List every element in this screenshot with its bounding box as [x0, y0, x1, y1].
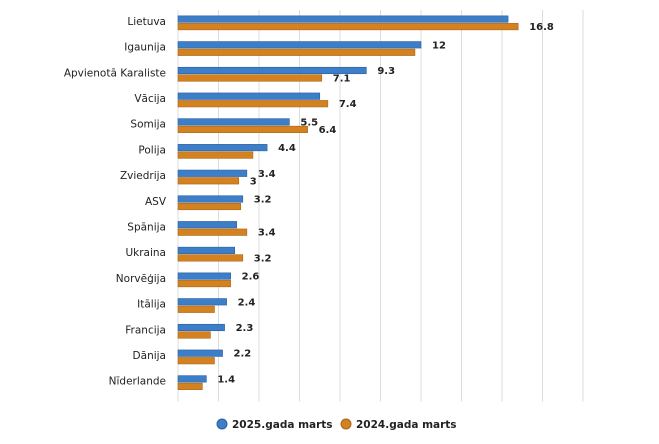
- value-label-norvegija-2025: 2.6: [242, 272, 260, 283]
- bar-igaunija-2025: [177, 41, 422, 49]
- bar-niderlande-2024: [177, 382, 203, 390]
- category-label-danija: Dānija: [133, 350, 166, 362]
- category-label-vacija: Vācija: [134, 93, 166, 105]
- value-label-somija-2024: 6.4: [319, 125, 337, 136]
- bar-somija-2025: [177, 118, 290, 126]
- value-label-niderlande-2025: 1.4: [217, 374, 235, 385]
- bar-somija-2024: [177, 125, 308, 133]
- bar-lietuva-2025: [177, 15, 509, 23]
- bar-italija-2025: [177, 298, 227, 306]
- legend-label-2025: 2025.gada marts: [232, 419, 333, 431]
- bar-asv-2024: [177, 202, 242, 211]
- legend-label-2024: 2024.gada marts: [356, 419, 457, 431]
- category-label-lietuva: Lietuva: [127, 16, 166, 28]
- value-label-spanija-2024: 3.4: [258, 228, 276, 239]
- bar-polija-2024: [177, 151, 254, 159]
- bar-italija-2024: [177, 305, 215, 313]
- category-label-asv: ASV: [145, 196, 167, 208]
- category-label-zviedrija: Zviedrija: [120, 170, 166, 182]
- category-label-polija: Polija: [138, 144, 166, 156]
- bar-polija-2025: [177, 144, 268, 152]
- category-label-somija: Somija: [130, 119, 166, 131]
- category-label-apvienota-karaliste: Apvienotā Karaliste: [64, 67, 166, 79]
- bar-francija-2024: [177, 331, 211, 339]
- bar-danija-2025: [177, 349, 223, 357]
- value-label-lietuva-2024: 16.8: [529, 22, 554, 33]
- bar-apvienota-karaliste-2025: [177, 66, 367, 75]
- bar-apvienota-karaliste-2024: [177, 74, 323, 82]
- bar-asv-2025: [177, 195, 244, 203]
- bar-norvegija-2025: [177, 272, 231, 280]
- bar-danija-2024: [177, 357, 215, 365]
- value-label-igaunija-2025: 12: [432, 40, 446, 51]
- value-label-polija-2025: 4.4: [278, 143, 296, 154]
- bars: [177, 15, 519, 390]
- value-label-zviedrija-2024: 3: [250, 176, 257, 187]
- value-label-italija-2025: 2.4: [238, 297, 256, 308]
- bar-ukraina-2025: [177, 246, 236, 254]
- bar-spanija-2024: [177, 228, 248, 236]
- legend: 2025.gada marts 2024.gada marts: [216, 418, 457, 431]
- value-label-francija-2025: 2.3: [236, 323, 254, 334]
- bar-spanija-2025: [177, 221, 238, 229]
- bar-norvegija-2024: [177, 280, 231, 288]
- category-label-igaunija: Igaunija: [124, 42, 166, 54]
- category-label-niderlande: Nīderlande: [109, 376, 166, 388]
- value-label-zviedrija-2025: 3.4: [258, 169, 276, 180]
- category-label-norvegija: Norvēģija: [116, 273, 166, 285]
- value-label-ukraina-2024: 3.2: [254, 253, 272, 264]
- bar-zviedrija-2024: [177, 177, 240, 185]
- value-label-asv-2025: 3.2: [254, 195, 272, 206]
- legend-marker-2025: [216, 418, 228, 430]
- bar-lietuva-2024: [177, 23, 519, 31]
- bar-vacija-2025: [177, 92, 321, 100]
- bar-igaunija-2024: [177, 48, 416, 56]
- value-label-somija-2025: 5.5: [300, 117, 318, 128]
- value-label-apvienota-karaliste-2025: 9.3: [377, 66, 395, 77]
- category-label-italija: Itālija: [137, 299, 166, 311]
- bar-niderlande-2025: [177, 375, 207, 383]
- bar-francija-2025: [177, 323, 225, 332]
- value-label-apvienota-karaliste-2024: 7.1: [333, 74, 351, 85]
- bar-ukraina-2024: [177, 254, 244, 262]
- category-label-ukraina: Ukraina: [125, 247, 166, 259]
- value-labels: 16.8129.37.17.45.56.44.43.433.23.43.22.6…: [217, 22, 554, 385]
- value-label-danija-2025: 2.2: [234, 349, 252, 360]
- category-label-francija: Francija: [125, 324, 166, 336]
- bar-vacija-2024: [177, 100, 329, 108]
- bar-zviedrija-2025: [177, 169, 248, 177]
- legend-marker-2024: [340, 418, 352, 430]
- category-label-spanija: Spānija: [127, 221, 166, 233]
- value-label-vacija-2024: 7.4: [339, 99, 357, 110]
- category-labels: Lietuva Igaunija Apvienotā Karaliste Vācija…: [64, 16, 167, 388]
